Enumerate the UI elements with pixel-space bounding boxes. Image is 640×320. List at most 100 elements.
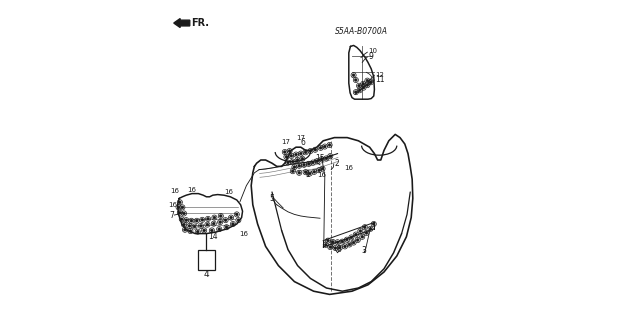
Circle shape <box>213 216 216 219</box>
Text: 2: 2 <box>334 159 339 168</box>
Circle shape <box>179 201 181 204</box>
Circle shape <box>309 150 312 152</box>
FancyArrow shape <box>174 19 189 28</box>
Text: S5AA-B0700A: S5AA-B0700A <box>335 27 388 36</box>
Circle shape <box>232 223 234 225</box>
Circle shape <box>183 223 186 226</box>
Circle shape <box>337 241 339 244</box>
Circle shape <box>358 84 360 87</box>
Circle shape <box>287 161 289 164</box>
Circle shape <box>365 232 367 234</box>
Circle shape <box>324 244 327 246</box>
Circle shape <box>303 164 305 166</box>
Text: 12: 12 <box>375 72 384 77</box>
Circle shape <box>180 218 183 220</box>
Circle shape <box>355 91 357 93</box>
Circle shape <box>323 145 326 148</box>
Circle shape <box>369 228 372 230</box>
Circle shape <box>308 172 311 175</box>
Text: 5: 5 <box>269 194 275 203</box>
Text: 9: 9 <box>369 52 374 60</box>
Text: 15: 15 <box>315 154 325 163</box>
Circle shape <box>224 219 227 221</box>
Circle shape <box>314 148 316 151</box>
Circle shape <box>188 225 191 227</box>
Circle shape <box>305 171 307 173</box>
Circle shape <box>355 233 357 236</box>
Circle shape <box>328 144 331 146</box>
Circle shape <box>196 220 198 222</box>
Circle shape <box>189 230 192 232</box>
Circle shape <box>193 225 196 228</box>
Text: 16: 16 <box>168 202 177 208</box>
Circle shape <box>321 158 323 161</box>
Circle shape <box>307 163 310 165</box>
Circle shape <box>292 170 294 172</box>
Text: 3: 3 <box>362 246 367 255</box>
Circle shape <box>211 229 213 232</box>
Text: 8: 8 <box>337 245 342 254</box>
Circle shape <box>179 212 181 214</box>
Circle shape <box>200 225 202 227</box>
Circle shape <box>366 79 369 82</box>
Text: 16: 16 <box>317 172 326 178</box>
Circle shape <box>190 220 193 222</box>
Bar <box>198 250 215 270</box>
Circle shape <box>312 161 314 164</box>
Circle shape <box>284 151 286 153</box>
Circle shape <box>185 219 188 221</box>
Text: 16: 16 <box>224 189 233 195</box>
Text: 7: 7 <box>169 211 174 220</box>
Circle shape <box>353 241 355 244</box>
Circle shape <box>300 152 302 155</box>
Circle shape <box>296 159 299 161</box>
Circle shape <box>285 156 287 158</box>
Circle shape <box>298 172 301 174</box>
Circle shape <box>236 213 238 216</box>
Circle shape <box>305 151 307 154</box>
Text: 10: 10 <box>369 48 378 54</box>
Text: 16: 16 <box>344 165 353 171</box>
Circle shape <box>230 216 232 219</box>
Circle shape <box>196 230 199 233</box>
Circle shape <box>290 155 292 157</box>
Circle shape <box>372 223 375 225</box>
Circle shape <box>225 226 228 228</box>
Circle shape <box>334 247 337 249</box>
Circle shape <box>332 241 334 243</box>
Circle shape <box>184 228 186 231</box>
Circle shape <box>325 157 328 160</box>
Circle shape <box>201 219 204 221</box>
Circle shape <box>203 229 205 232</box>
Text: 6: 6 <box>301 138 306 147</box>
Circle shape <box>181 206 184 209</box>
Circle shape <box>362 83 365 85</box>
Circle shape <box>341 240 344 243</box>
Circle shape <box>219 221 221 223</box>
Text: 16: 16 <box>239 231 248 237</box>
Text: 17: 17 <box>282 140 291 145</box>
Circle shape <box>366 84 369 86</box>
Circle shape <box>353 74 355 76</box>
Text: 14: 14 <box>209 232 218 241</box>
Circle shape <box>356 239 359 241</box>
Circle shape <box>344 245 346 248</box>
Circle shape <box>362 86 365 89</box>
Circle shape <box>359 230 362 232</box>
Circle shape <box>289 150 291 152</box>
Circle shape <box>295 153 297 156</box>
Circle shape <box>329 246 332 248</box>
Circle shape <box>350 236 353 239</box>
Circle shape <box>370 81 372 84</box>
Circle shape <box>293 166 296 168</box>
Circle shape <box>292 160 294 163</box>
Circle shape <box>237 219 240 221</box>
Circle shape <box>177 206 180 209</box>
Circle shape <box>339 246 341 249</box>
Circle shape <box>364 226 366 228</box>
Circle shape <box>183 212 186 215</box>
Circle shape <box>218 228 220 230</box>
Text: 4: 4 <box>204 270 209 279</box>
Circle shape <box>298 164 301 167</box>
Circle shape <box>348 243 351 246</box>
